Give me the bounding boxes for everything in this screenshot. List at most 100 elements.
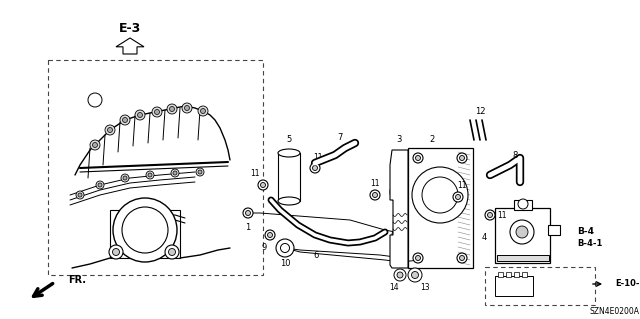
- Circle shape: [460, 155, 465, 160]
- Text: FR.: FR.: [68, 275, 86, 285]
- Circle shape: [408, 268, 422, 282]
- Bar: [514, 272, 519, 277]
- Circle shape: [518, 199, 528, 209]
- Text: B-4-1: B-4-1: [577, 240, 602, 249]
- Text: 13: 13: [420, 283, 430, 292]
- Text: 6: 6: [314, 250, 319, 259]
- Circle shape: [260, 182, 266, 188]
- Circle shape: [76, 191, 84, 199]
- Text: 4: 4: [482, 233, 487, 241]
- Text: 7: 7: [337, 132, 342, 142]
- Circle shape: [510, 220, 534, 244]
- Text: 9: 9: [261, 242, 267, 251]
- Circle shape: [198, 170, 202, 174]
- Circle shape: [453, 192, 463, 202]
- Circle shape: [268, 233, 273, 238]
- Circle shape: [165, 245, 179, 259]
- Circle shape: [184, 106, 189, 110]
- Circle shape: [93, 143, 97, 147]
- Text: E-10-1: E-10-1: [615, 279, 640, 288]
- Circle shape: [310, 163, 320, 173]
- Circle shape: [122, 117, 127, 122]
- Circle shape: [412, 271, 419, 278]
- Circle shape: [258, 180, 268, 190]
- Circle shape: [90, 140, 100, 150]
- Circle shape: [146, 171, 154, 179]
- Text: 10: 10: [280, 258, 291, 268]
- Circle shape: [276, 239, 294, 257]
- Circle shape: [485, 210, 495, 220]
- Bar: [498, 272, 503, 277]
- Circle shape: [246, 211, 250, 216]
- Circle shape: [460, 256, 465, 261]
- Circle shape: [200, 108, 205, 114]
- Circle shape: [394, 269, 406, 281]
- Text: 8: 8: [512, 151, 518, 160]
- Text: 12: 12: [475, 108, 485, 116]
- Text: 11: 11: [313, 152, 323, 161]
- Bar: [495, 208, 550, 263]
- Circle shape: [488, 212, 493, 218]
- Circle shape: [108, 128, 113, 132]
- Circle shape: [413, 153, 423, 163]
- Circle shape: [122, 207, 168, 253]
- Circle shape: [457, 153, 467, 163]
- Polygon shape: [390, 150, 408, 268]
- Circle shape: [167, 104, 177, 114]
- Circle shape: [265, 230, 275, 240]
- Bar: [548, 225, 560, 235]
- Bar: [497, 255, 549, 261]
- Bar: [408, 148, 473, 268]
- Circle shape: [170, 107, 175, 112]
- Text: 11: 11: [250, 168, 260, 177]
- Bar: [485, 267, 595, 305]
- Circle shape: [415, 256, 420, 261]
- Bar: [110, 210, 180, 258]
- Circle shape: [113, 198, 177, 262]
- Circle shape: [168, 249, 175, 256]
- Circle shape: [372, 192, 378, 197]
- Circle shape: [422, 177, 458, 213]
- Bar: [522, 272, 527, 277]
- Circle shape: [105, 125, 115, 135]
- Circle shape: [198, 106, 208, 116]
- Circle shape: [516, 226, 528, 238]
- Circle shape: [113, 249, 120, 256]
- Text: 3: 3: [396, 136, 402, 145]
- Circle shape: [109, 245, 123, 259]
- Circle shape: [152, 107, 162, 117]
- Circle shape: [415, 155, 420, 160]
- Circle shape: [154, 109, 159, 115]
- Text: 14: 14: [389, 283, 399, 292]
- Circle shape: [413, 253, 423, 263]
- Circle shape: [171, 169, 179, 177]
- Circle shape: [120, 115, 130, 125]
- Circle shape: [148, 173, 152, 177]
- Circle shape: [456, 195, 461, 199]
- Circle shape: [78, 193, 82, 197]
- Bar: [495, 276, 533, 296]
- Circle shape: [138, 113, 143, 117]
- Ellipse shape: [278, 197, 300, 205]
- Circle shape: [412, 167, 468, 223]
- Circle shape: [280, 243, 289, 253]
- Circle shape: [182, 103, 192, 113]
- Bar: [278, 153, 300, 201]
- Circle shape: [196, 168, 204, 176]
- Circle shape: [397, 272, 403, 278]
- Polygon shape: [116, 38, 144, 54]
- Circle shape: [135, 110, 145, 120]
- Text: SZN4E0200A: SZN4E0200A: [590, 308, 640, 316]
- Circle shape: [370, 190, 380, 200]
- Circle shape: [123, 176, 127, 180]
- Circle shape: [312, 166, 317, 170]
- Text: 11: 11: [457, 181, 467, 189]
- Text: 1: 1: [245, 224, 251, 233]
- Circle shape: [457, 253, 467, 263]
- Text: B-4: B-4: [577, 227, 594, 236]
- Text: 2: 2: [429, 136, 435, 145]
- Circle shape: [121, 174, 129, 182]
- Text: 11: 11: [497, 211, 507, 219]
- Circle shape: [98, 183, 102, 187]
- Ellipse shape: [278, 149, 300, 157]
